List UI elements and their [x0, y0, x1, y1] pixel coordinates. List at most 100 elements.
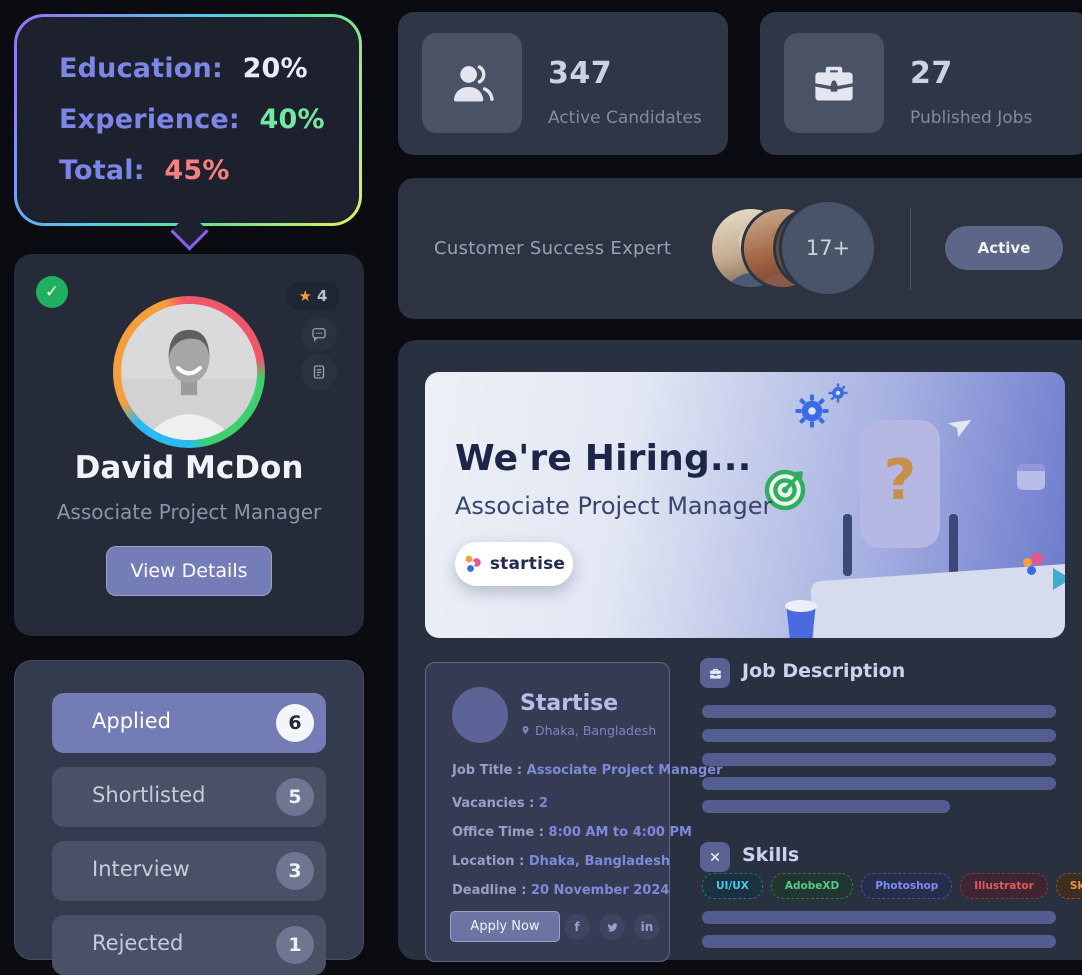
pipeline-count-badge: 6 — [276, 704, 314, 742]
score-tooltip: Education: 20% Experience: 40% Total: 45… — [14, 14, 362, 226]
pipeline-row-applied[interactable]: Applied 6 — [52, 693, 326, 753]
job-row-customer-success: Customer Success Expert 17+ Active — [398, 178, 1082, 319]
view-details-button[interactable]: View Details — [106, 546, 272, 596]
question-mark: ? — [883, 448, 917, 513]
banner-title: We're Hiring... — [455, 438, 752, 479]
gear-icon — [828, 383, 848, 403]
tooltip-education-value: 20% — [242, 53, 308, 84]
pipeline-row-interview[interactable]: Interview 3 — [52, 841, 326, 901]
description-line — [702, 777, 1056, 790]
tooltip-total-label: Total: — [59, 155, 145, 186]
pipeline-count-badge: 1 — [276, 926, 314, 964]
skills-line — [702, 935, 1056, 948]
chair-post — [949, 514, 958, 576]
company-location: Dhaka, Bangladesh — [520, 723, 656, 738]
skill-tag-illustrator[interactable]: Illustrator — [960, 873, 1048, 899]
avatar-ring — [113, 296, 265, 448]
banner-subtitle: Associate Project Manager — [455, 492, 773, 520]
logo-dot-pink — [1031, 553, 1043, 565]
tooltip-experience-label: Experience: — [59, 104, 240, 135]
tooltip-experience-value: 40% — [259, 104, 325, 135]
notes-button[interactable] — [301, 354, 337, 390]
job-field-title: Job Title : Associate Project Manager — [452, 763, 723, 778]
user-icon — [422, 33, 522, 133]
pipeline-count-badge: 5 — [276, 778, 314, 816]
stat-label-published-jobs: Published Jobs — [910, 108, 1033, 128]
field-label: Job Title : — [452, 763, 523, 778]
skill-tag-adobexd[interactable]: AdobeXD — [770, 873, 854, 899]
apply-now-button[interactable]: Apply Now — [450, 911, 560, 942]
calendar-icon — [1017, 464, 1045, 490]
chair-illustration: ? — [860, 420, 940, 548]
skills-title: Skills — [742, 844, 800, 866]
job-detail-panel: ? We're Hiring... Associate Project Mana… — [398, 340, 1082, 962]
skills-icon — [700, 842, 730, 872]
divider — [910, 208, 911, 290]
field-label: Deadline : — [452, 883, 527, 898]
skill-tag-photoshop[interactable]: Photoshop — [861, 873, 953, 899]
company-location-text: Dhaka, Bangladesh — [535, 723, 657, 738]
skill-tag-uiux[interactable]: UI/UX — [702, 873, 763, 899]
candidate-profile-card: ✓ ★ 4 David McDon — [14, 254, 364, 636]
paper-plane-icon — [948, 419, 972, 438]
pipeline-row-shortlisted[interactable]: Shortlisted 5 — [52, 767, 326, 827]
field-value: 20 November 2024 — [530, 883, 670, 898]
coffee-cup-icon — [785, 600, 817, 612]
field-label: Office Time : — [452, 825, 545, 840]
rating-value: 4 — [317, 287, 328, 305]
description-line — [702, 800, 950, 813]
startise-logo-text: startise — [489, 554, 566, 574]
description-line — [702, 705, 1056, 718]
pipeline-label: Applied — [92, 709, 171, 733]
gear-icon — [795, 394, 829, 428]
tooltip-total-value: 45% — [164, 155, 230, 186]
score-tooltip-body: Education: 20% Experience: 40% Total: 45… — [17, 17, 359, 223]
job-field-deadline: Deadline : 20 November 2024 — [452, 883, 669, 898]
skill-tag-sketch[interactable]: Sketch — [1055, 873, 1082, 899]
field-value: Associate Project Manager — [526, 763, 723, 778]
field-value: 8:00 AM to 4:00 PM — [548, 825, 692, 840]
startise-logo: startise — [455, 542, 573, 586]
linkedin-icon[interactable]: in — [634, 914, 660, 940]
field-label: Vacancies : — [452, 796, 535, 811]
chat-button[interactable] — [301, 316, 337, 352]
job-description-icon — [700, 658, 730, 688]
stat-card-published-jobs: 27 Published Jobs — [760, 12, 1082, 155]
more-candidates-count[interactable]: 17+ — [782, 202, 874, 294]
tooltip-education-line: Education: 20% — [59, 43, 359, 94]
facebook-icon[interactable]: f — [564, 914, 590, 940]
tooltip-experience-line: Experience: 40% — [59, 94, 359, 145]
hiring-banner: ? We're Hiring... Associate Project Mana… — [425, 372, 1065, 638]
pipeline-count-badge: 3 — [276, 852, 314, 890]
pipeline-row-rejected[interactable]: Rejected 1 — [52, 915, 326, 975]
stat-label-active-candidates: Active Candidates — [548, 108, 702, 128]
twitter-icon[interactable] — [599, 914, 625, 940]
field-value: Dhaka, Bangladesh — [528, 854, 671, 869]
stat-card-active-candidates: 347 Active Candidates — [398, 12, 728, 155]
target-icon — [764, 469, 806, 511]
field-label: Location : — [452, 854, 525, 869]
skills-line — [702, 911, 1056, 924]
pipeline-card: Applied 6 Shortlisted 5 Interview 3 Reje… — [14, 660, 364, 975]
verified-check-icon: ✓ — [36, 276, 68, 308]
briefcase-icon — [784, 33, 884, 133]
stat-value-published-jobs: 27 — [910, 56, 953, 91]
company-avatar — [452, 687, 508, 743]
pipeline-label: Interview — [92, 857, 190, 881]
location-pin-icon — [522, 725, 529, 735]
startise-logo-mark — [465, 555, 481, 572]
company-name: Startise — [520, 691, 619, 716]
chair-post — [843, 514, 852, 576]
job-field-vacancies: Vacancies : 2 — [452, 796, 548, 811]
logo-dot-blue — [1027, 566, 1036, 575]
star-icon: ★ — [298, 287, 312, 305]
company-info-card: Startise Dhaka, Bangladesh Job Title : A… — [425, 662, 723, 962]
stat-value-active-candidates: 347 — [548, 56, 613, 91]
tooltip-total-line: Total: 45% — [59, 145, 359, 196]
pipeline-label: Rejected — [92, 931, 184, 955]
skills-tag-list: UI/UX AdobeXD Photoshop Illustrator Sket… — [702, 873, 1082, 899]
status-badge-active[interactable]: Active — [945, 226, 1063, 270]
pipeline-label: Shortlisted — [92, 783, 206, 807]
job-field-location: Location : Dhaka, Bangladesh — [452, 854, 670, 869]
tooltip-education-label: Education: — [59, 53, 223, 84]
